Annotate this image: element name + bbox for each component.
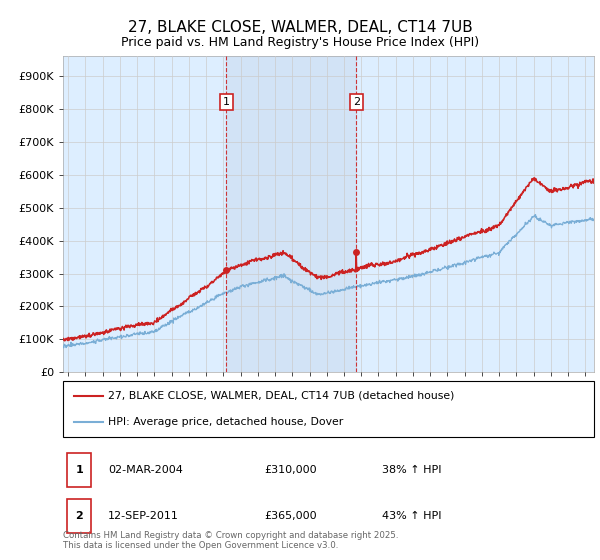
Text: 2: 2 xyxy=(76,511,83,521)
Text: £365,000: £365,000 xyxy=(265,511,317,521)
Text: 2: 2 xyxy=(353,97,360,107)
Text: 38% ↑ HPI: 38% ↑ HPI xyxy=(382,465,441,475)
Text: 43% ↑ HPI: 43% ↑ HPI xyxy=(382,511,441,521)
FancyBboxPatch shape xyxy=(67,498,91,533)
Text: HPI: Average price, detached house, Dover: HPI: Average price, detached house, Dove… xyxy=(108,417,343,427)
FancyBboxPatch shape xyxy=(67,452,91,487)
Text: 12-SEP-2011: 12-SEP-2011 xyxy=(108,511,179,521)
Text: 1: 1 xyxy=(223,97,230,107)
FancyBboxPatch shape xyxy=(63,381,594,437)
Text: £310,000: £310,000 xyxy=(265,465,317,475)
Text: Price paid vs. HM Land Registry's House Price Index (HPI): Price paid vs. HM Land Registry's House … xyxy=(121,36,479,49)
Text: 02-MAR-2004: 02-MAR-2004 xyxy=(108,465,183,475)
Text: 27, BLAKE CLOSE, WALMER, DEAL, CT14 7UB: 27, BLAKE CLOSE, WALMER, DEAL, CT14 7UB xyxy=(128,20,472,35)
Bar xyxy=(226,56,356,372)
Text: 27, BLAKE CLOSE, WALMER, DEAL, CT14 7UB (detached house): 27, BLAKE CLOSE, WALMER, DEAL, CT14 7UB … xyxy=(108,391,455,401)
Text: 1: 1 xyxy=(76,465,83,475)
Text: Contains HM Land Registry data © Crown copyright and database right 2025.
This d: Contains HM Land Registry data © Crown c… xyxy=(63,530,398,550)
